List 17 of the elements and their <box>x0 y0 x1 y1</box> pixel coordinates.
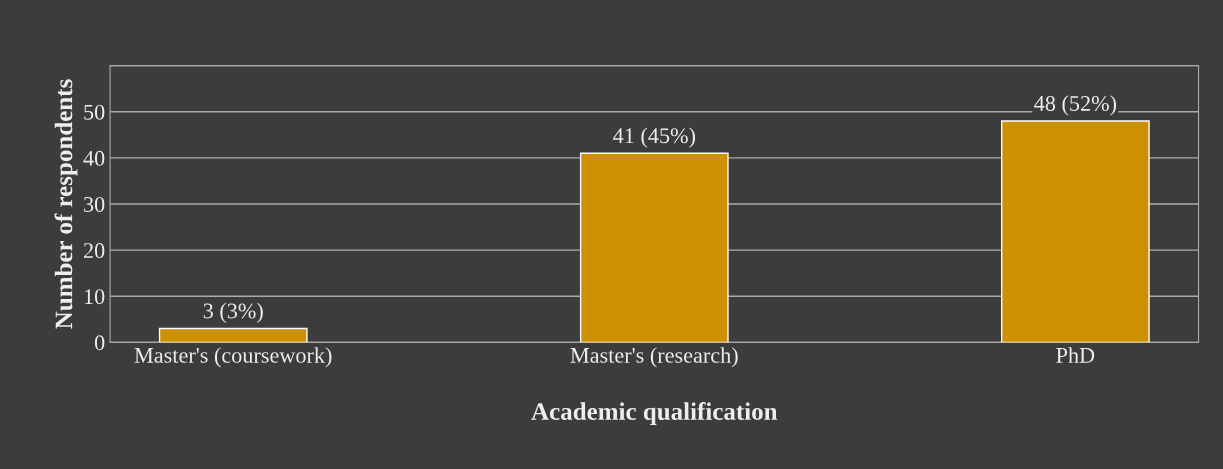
x-tick-label: Master's (research) <box>570 347 738 368</box>
y-tick-label: 50 <box>84 104 105 120</box>
y-tick-label: 40 <box>83 150 105 166</box>
y-tick-label: 30 <box>84 196 105 212</box>
x-tick-label: PhD <box>1056 347 1095 363</box>
y-tick-label: 0 <box>94 335 105 351</box>
data-label: 41 (45%) <box>613 127 695 148</box>
y-tick-label: 10 <box>84 289 105 305</box>
bar <box>1000 120 1150 343</box>
data-label: 48 (52%) <box>1034 95 1117 116</box>
data-label: 3 (3%) <box>203 302 263 323</box>
bar <box>158 327 308 343</box>
x-axis-title: Academic qualification <box>531 402 778 426</box>
bar <box>579 152 729 343</box>
y-tick-label: 20 <box>83 243 105 259</box>
y-axis-title: Number of respondents <box>54 79 78 329</box>
x-tick-label: Master's (coursework) <box>134 347 332 368</box>
